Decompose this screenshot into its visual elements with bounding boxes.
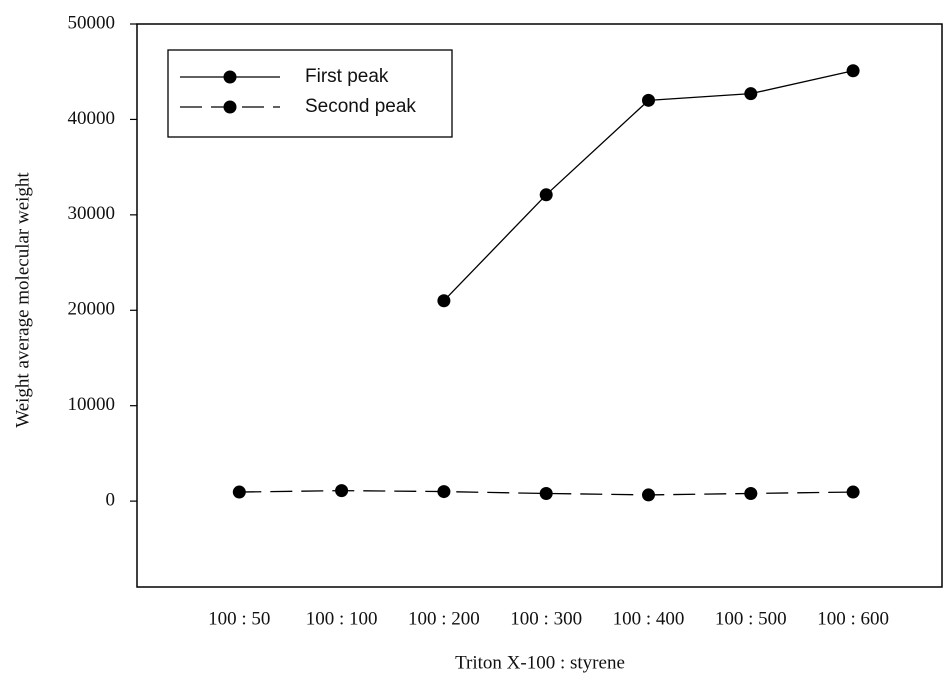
data-point: [744, 486, 758, 500]
data-point: [437, 485, 451, 499]
plot-frame: [136, 23, 943, 588]
legend-marker: [223, 70, 237, 84]
legend-marker: [223, 100, 237, 114]
y-axis-title: Weight average molecular weight: [12, 172, 33, 428]
legend-box: [167, 49, 453, 138]
data-point: [642, 93, 655, 107]
data-point: [744, 87, 758, 101]
x-tick-label: 100 : 100: [306, 608, 378, 629]
x-tick-label: 100 : 400: [613, 608, 685, 629]
x-tick-label: 100 : 500: [715, 608, 787, 629]
data-point: [539, 188, 553, 202]
y-tick-label: 40000: [68, 108, 116, 129]
x-tick-label: 100 : 200: [408, 608, 480, 629]
x-tick-label: 100 : 600: [817, 608, 889, 629]
data-point: [846, 64, 860, 78]
x-axis-title: Triton X-100 : styrene: [455, 652, 625, 673]
x-tick-label: 100 : 50: [208, 608, 270, 629]
y-tick-label: 30000: [68, 203, 116, 224]
data-point: [437, 294, 451, 308]
y-tick-label: 0: [106, 489, 116, 510]
y-tick-label: 50000: [68, 12, 116, 33]
y-tick-label: 20000: [68, 299, 116, 320]
legend-label: Second peak: [305, 96, 416, 117]
data-point: [539, 486, 553, 500]
data-point: [335, 484, 349, 498]
data-point: [232, 485, 246, 499]
data-point: [642, 488, 655, 502]
y-tick-label: 10000: [68, 394, 116, 415]
x-tick-label: 100 : 300: [510, 608, 582, 629]
legend-label: First peak: [305, 66, 389, 87]
data-point: [846, 485, 860, 499]
